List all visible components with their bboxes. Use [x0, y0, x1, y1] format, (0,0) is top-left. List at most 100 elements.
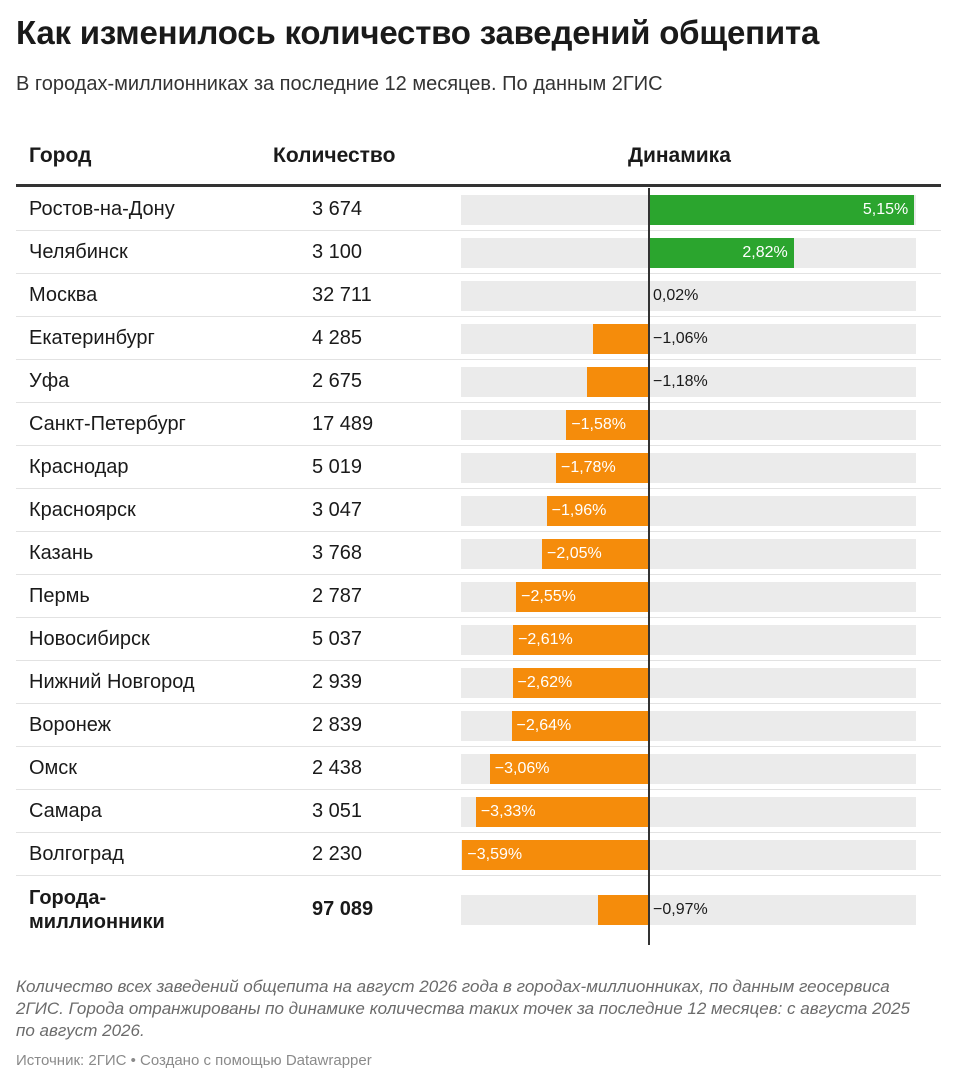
city-label: Города-миллионники	[29, 887, 165, 933]
negative-bar	[586, 367, 648, 397]
count-value: 3 100	[312, 241, 363, 263]
city-label: Уфа	[29, 370, 70, 392]
count-value: 3 674	[312, 198, 363, 220]
bar-value-label: −1,96%	[551, 502, 607, 519]
bar-value-label: −1,78%	[560, 459, 616, 476]
city-label: Екатеринбург	[29, 327, 155, 349]
column-header-city[interactable]: Город	[29, 144, 92, 167]
city-label: Волгоград	[29, 843, 124, 865]
table-row: Пермь 2 787 −2,55%	[16, 575, 941, 618]
positive-bar	[648, 195, 915, 225]
column-header-count[interactable]: Количество	[273, 144, 396, 167]
city-label: Нижний Новгород	[29, 671, 195, 693]
city-label: Москва	[29, 284, 98, 306]
chart-source: Источник: 2ГИС • Создано с помощью Dataw…	[16, 1052, 372, 1069]
count-value: 97 089	[312, 898, 374, 920]
negative-bar	[555, 453, 648, 483]
city-label: Челябинск	[29, 241, 128, 263]
table-row: Санкт-Петербург 17 489 −1,58%	[16, 403, 941, 446]
bar-value-label: −1,18%	[653, 373, 708, 390]
count-value: 2 438	[312, 757, 363, 779]
table-row: Краснодар 5 019 −1,78%	[16, 446, 941, 489]
count-value: 3 051	[312, 800, 363, 822]
column-header-dynamics[interactable]: Динамика	[628, 144, 731, 167]
count-value: 3 047	[312, 499, 363, 521]
negative-bar	[542, 539, 648, 569]
table-row: Екатеринбург 4 285 −1,06%	[16, 317, 941, 360]
bar-track	[461, 496, 916, 526]
zero-axis-line	[648, 188, 650, 945]
table-row: Новосибирск 5 037 −2,61%	[16, 618, 941, 661]
count-value: 2 787	[312, 585, 363, 607]
negative-bar	[511, 711, 648, 741]
count-value: 5 037	[312, 628, 363, 650]
chart-title: Как изменилось количество заведений обще…	[16, 14, 820, 51]
negative-bar	[513, 625, 648, 655]
negative-bar	[512, 668, 648, 698]
bar-value-label: 5,15%	[862, 201, 909, 218]
table-row: Волгоград 2 230 −3,59%	[16, 833, 941, 876]
bar-value-label: −2,62%	[517, 674, 573, 691]
negative-bar	[546, 496, 648, 526]
table-row: Самара 3 051 −3,33%	[16, 790, 941, 833]
chart-subtitle: В городах-миллионниках за последние 12 м…	[16, 73, 663, 95]
bar-value-label: −2,61%	[518, 631, 573, 648]
city-label: Санкт-Петербург	[29, 413, 186, 435]
negative-bar	[516, 582, 648, 612]
bar-track	[461, 539, 916, 569]
city-label: Новосибирск	[29, 628, 150, 650]
bar-value-label: −3,06%	[494, 760, 550, 777]
count-value: 2 675	[312, 370, 363, 392]
table-row: Воронеж 2 839 −2,64%	[16, 704, 941, 747]
table-row: Москва 32 711 0,02%	[16, 274, 941, 317]
table-row: Нижний Новгород 2 939 −2,62%	[16, 661, 941, 704]
city-label: Самара	[29, 800, 102, 822]
table-row: Казань 3 768 −2,05%	[16, 532, 941, 575]
bar-value-label: −1,58%	[571, 416, 627, 433]
count-value: 32 711	[312, 284, 372, 306]
negative-bar	[489, 754, 648, 784]
bar-value-label: −2,64%	[516, 717, 572, 734]
bar-value-label: −3,33%	[480, 803, 536, 820]
bar-value-label: −1,06%	[653, 330, 708, 347]
bar-track	[461, 410, 916, 440]
count-value: 17 489	[312, 413, 374, 435]
chart-notes: Количество всех заведений общепита на ав…	[16, 977, 910, 1040]
table-row: Уфа 2 675 −1,18%	[16, 360, 941, 403]
bar-value-label: 0,02%	[653, 287, 699, 304]
count-value: 2 839	[312, 714, 363, 736]
bar-value-label: −2,55%	[521, 588, 576, 605]
bar-value-label: −3,59%	[467, 846, 523, 863]
city-label: Омск	[29, 757, 78, 779]
bar-track	[461, 453, 916, 483]
city-label: Ростов-на-Дону	[29, 198, 175, 220]
negative-bar	[593, 324, 648, 354]
count-value: 3 768	[312, 542, 363, 564]
table-row: Омск 2 438 −3,06%	[16, 747, 941, 790]
bar-value-label: 2,82%	[742, 244, 788, 261]
negative-bar	[566, 410, 648, 440]
city-label: Краснодар	[29, 456, 129, 478]
positive-bar	[648, 238, 794, 268]
table-row: Ростов-на-Дону 3 674 5,15%	[16, 188, 941, 231]
total-row: Города-миллионники 97 089 −0,97%	[16, 876, 941, 944]
bar-value-label: −2,05%	[547, 545, 602, 562]
header-divider	[16, 184, 941, 187]
table-row: Челябинск 3 100 2,82%	[16, 231, 941, 274]
bar-value-label: −0,97%	[653, 901, 708, 918]
city-label: Пермь	[29, 585, 90, 607]
bar-track	[461, 367, 916, 397]
table-row: Красноярск 3 047 −1,96%	[16, 489, 941, 532]
negative-bar	[462, 840, 648, 870]
bar-track	[461, 895, 916, 925]
count-value: 5 019	[312, 456, 363, 478]
count-value: 2 939	[312, 671, 363, 693]
bar-track	[461, 281, 916, 311]
negative-bar	[475, 797, 648, 827]
city-label: Красноярск	[29, 499, 136, 521]
table-header: Город Количество Динамика	[16, 138, 941, 185]
count-value: 2 230	[312, 843, 363, 865]
city-label: Воронеж	[29, 714, 112, 736]
negative-bar	[597, 895, 648, 925]
bar-track	[461, 324, 916, 354]
